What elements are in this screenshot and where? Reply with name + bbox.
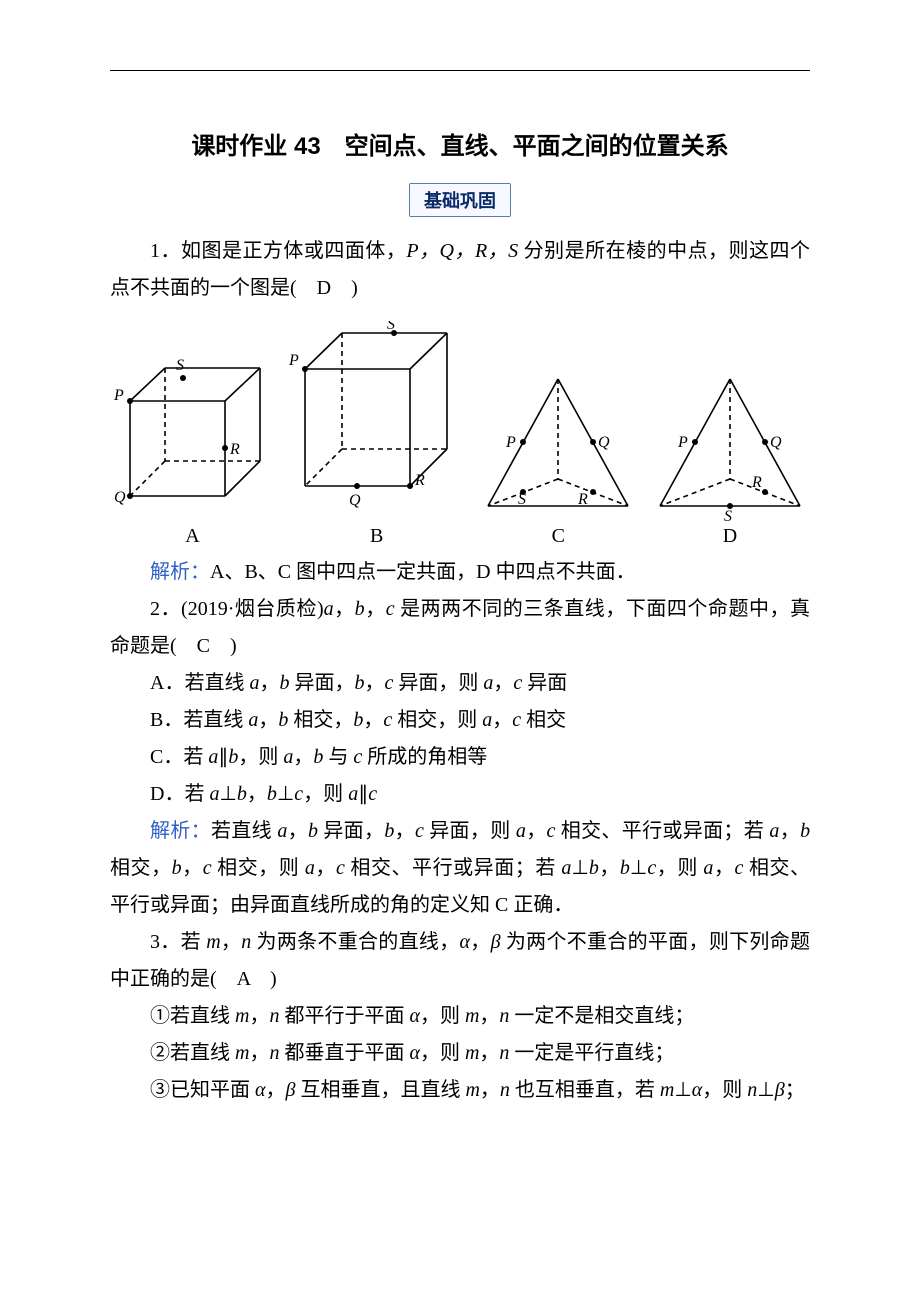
svg-text:R: R bbox=[414, 472, 425, 489]
tetra-c-svg: P Q S R bbox=[478, 371, 638, 521]
q2-stem: 2．(2019·烟台质检)a，b，c 是两两不同的三条直线，下面四个命题中，真命… bbox=[110, 591, 810, 665]
figure-d: P Q R S D bbox=[650, 371, 810, 548]
q2-answer: C bbox=[197, 635, 210, 657]
svg-text:P: P bbox=[288, 352, 299, 369]
q2-analysis-text: 若直线 a，b 异面，b，c 异面，则 a，c 相交、平行或异面；若 a，b 相… bbox=[110, 820, 810, 916]
q1-stem-pre: 1．如图是正方体或四面体， bbox=[150, 240, 406, 262]
svg-text:R: R bbox=[577, 491, 588, 508]
q2-optA: A．若直线 a，b 异面，b，c 异面，则 a，c 异面 bbox=[110, 665, 810, 702]
section-badge: 基础巩固 bbox=[409, 183, 511, 217]
top-rule bbox=[110, 70, 810, 71]
q2-stem-close: ) bbox=[210, 635, 237, 657]
q3-answer: A bbox=[237, 968, 250, 990]
figure-b: P S R Q B bbox=[287, 321, 467, 548]
q3-stem-text: 3．若 m，n 为两条不重合的直线，α，β 为两个不重合的平面，则下列命题中正确… bbox=[110, 931, 810, 990]
q1-stem-close: ) bbox=[331, 277, 358, 299]
q2-analysis: 解析：若直线 a，b 异面，b，c 异面，则 a，c 相交、平行或异面；若 a，… bbox=[110, 813, 810, 924]
figure-a-caption: A bbox=[185, 525, 199, 548]
q3-s1: ①若直线 m，n 都平行于平面 α，则 m，n 一定不是相交直线； bbox=[110, 998, 810, 1035]
q2-optB: B．若直线 a，b 相交，b，c 相交，则 a，c 相交 bbox=[110, 702, 810, 739]
svg-text:S: S bbox=[518, 491, 526, 508]
svg-text:P: P bbox=[505, 434, 516, 451]
q1-vars: P，Q，R，S bbox=[406, 240, 518, 262]
q1-stem: 1．如图是正方体或四面体，P，Q，R，S 分别是所在棱的中点，则这四个点不共面的… bbox=[110, 233, 810, 307]
q3-s2: ②若直线 m，n 都垂直于平面 α，则 m，n 一定是平行直线； bbox=[110, 1035, 810, 1072]
svg-text:Q: Q bbox=[349, 492, 361, 509]
figure-c: P Q S R C bbox=[478, 371, 638, 548]
q2-optC: C．若 a∥b，则 a，b 与 c 所成的角相等 bbox=[110, 739, 810, 776]
q1-analysis: 解析：A、B、C 图中四点一定共面，D 中四点不共面． bbox=[110, 554, 810, 591]
q3-stem-close: ) bbox=[250, 968, 277, 990]
svg-text:R: R bbox=[229, 441, 240, 458]
cube-a-svg: P S R Q bbox=[110, 356, 275, 521]
q3-stem: 3．若 m，n 为两条不重合的直线，α，β 为两个不重合的平面，则下列命题中正确… bbox=[110, 924, 810, 998]
figure-row: P S R Q A bbox=[110, 321, 810, 548]
page-title: 课时作业 43 空间点、直线、平面之间的位置关系 bbox=[110, 126, 810, 161]
svg-text:S: S bbox=[387, 321, 395, 333]
svg-text:S: S bbox=[724, 508, 732, 521]
svg-text:P: P bbox=[677, 434, 688, 451]
tetra-d-svg: P Q R S bbox=[650, 371, 810, 521]
svg-text:Q: Q bbox=[114, 489, 126, 506]
svg-text:R: R bbox=[751, 474, 762, 491]
section-badge-row: 基础巩固 bbox=[110, 183, 810, 217]
svg-text:Q: Q bbox=[598, 434, 610, 451]
analysis-label-2: 解析： bbox=[150, 820, 211, 842]
figure-b-caption: B bbox=[370, 525, 383, 548]
svg-text:P: P bbox=[113, 387, 124, 404]
q1-analysis-text: A、B、C 图中四点一定共面，D 中四点不共面． bbox=[210, 561, 636, 583]
figure-c-caption: C bbox=[552, 525, 565, 548]
svg-text:S: S bbox=[176, 357, 184, 374]
cube-b-svg: P S R Q bbox=[287, 321, 467, 521]
figure-a: P S R Q A bbox=[110, 356, 275, 548]
q1-answer: D bbox=[317, 277, 331, 299]
svg-text:Q: Q bbox=[770, 434, 782, 451]
analysis-label: 解析： bbox=[150, 561, 210, 583]
figure-d-caption: D bbox=[723, 525, 737, 548]
q3-s3: ③已知平面 α，β 互相垂直，且直线 m，n 也互相垂直，若 m⊥α，则 n⊥β… bbox=[110, 1072, 810, 1109]
q2-optD: D．若 a⊥b，b⊥c，则 a∥c bbox=[110, 776, 810, 813]
